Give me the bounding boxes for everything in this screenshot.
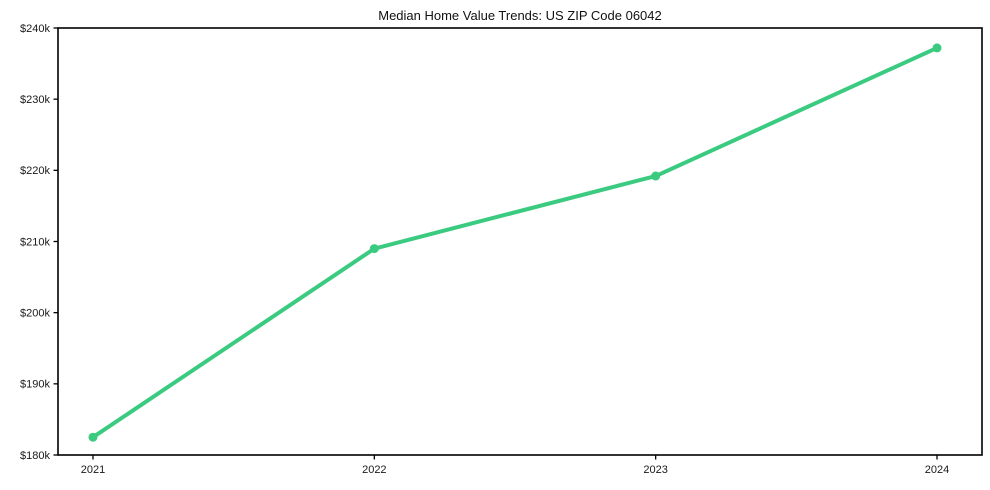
x-tick-label: 2022 xyxy=(362,464,386,476)
y-tick-label: $230k xyxy=(20,94,50,106)
data-point-marker xyxy=(88,432,98,442)
y-tick-label: $180k xyxy=(20,450,50,462)
y-tick-label: $200k xyxy=(20,307,50,319)
y-tick-label: $210k xyxy=(20,236,50,248)
data-point-marker xyxy=(369,244,379,254)
x-tick-label: 2023 xyxy=(643,464,667,476)
x-tick-label: 2021 xyxy=(81,464,105,476)
y-tick-label: $220k xyxy=(20,165,50,177)
x-tick-label: 2024 xyxy=(925,464,949,476)
data-point-marker xyxy=(932,43,942,53)
trend-line xyxy=(91,45,939,440)
y-tick-label: $240k xyxy=(20,23,50,35)
data-point-marker xyxy=(651,171,661,181)
chart-title: Median Home Value Trends: US ZIP Code 06… xyxy=(378,8,662,23)
y-tick-label: $190k xyxy=(20,379,50,391)
